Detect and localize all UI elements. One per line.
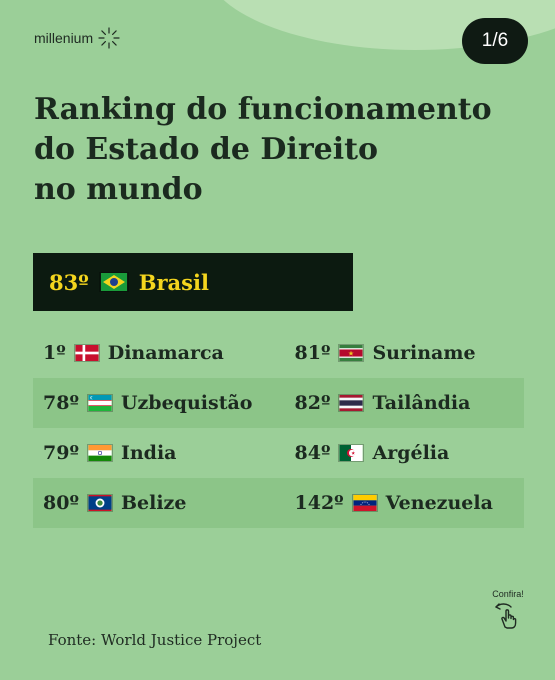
suriname-flag-icon bbox=[338, 344, 365, 362]
source-note: Fonte: World Justice Project bbox=[48, 631, 262, 649]
ranking-entry-india: 79º India bbox=[33, 442, 279, 464]
ranking-list: 1º Dinamarca 81º Suriname bbox=[33, 328, 524, 528]
country-label: Tailândia bbox=[372, 392, 471, 414]
country-label: Uzbequistão bbox=[120, 392, 253, 414]
uzbekistan-flag-icon bbox=[86, 394, 113, 412]
confira-hint[interactable]: Confira! bbox=[486, 589, 530, 637]
brazil-flag-icon bbox=[98, 272, 129, 292]
highlight-country: Brasil bbox=[138, 269, 209, 295]
ranking-entry-uzbekistan: 78º Uzbequistão bbox=[33, 392, 279, 414]
highlight-row-brasil: 83º Brasil bbox=[33, 253, 353, 311]
country-label: Dinamarca bbox=[107, 342, 224, 364]
country-label: India bbox=[120, 442, 177, 464]
rank-label: 79º bbox=[43, 442, 79, 464]
ranking-entry-belize: 80º Belize bbox=[33, 492, 279, 514]
title-line: Ranking do funcionamento bbox=[34, 92, 492, 127]
rank-label: 1º bbox=[43, 342, 66, 364]
title-line: no mundo bbox=[34, 172, 203, 207]
highlight-rank: 83º bbox=[49, 269, 89, 295]
rank-label: 84º bbox=[294, 442, 331, 464]
rank-label: 82º bbox=[294, 392, 331, 414]
swipe-hand-icon bbox=[495, 603, 517, 629]
ranking-entry-denmark: 1º Dinamarca bbox=[33, 342, 279, 364]
rank-label: 142º bbox=[294, 492, 344, 514]
ranking-entry-venezuela: 142º Venezuela bbox=[279, 492, 525, 514]
list-item: 80º Belize 142º bbox=[33, 478, 524, 528]
belize-flag-icon bbox=[86, 494, 113, 512]
country-label: Belize bbox=[120, 492, 187, 514]
page-indicator: 1/6 bbox=[462, 18, 528, 64]
brand-name: millenium bbox=[34, 30, 94, 46]
confira-label: Confira! bbox=[492, 589, 524, 599]
india-flag-icon bbox=[86, 444, 113, 462]
algeria-flag-icon bbox=[338, 444, 365, 462]
sunburst-icon bbox=[98, 27, 120, 49]
rank-label: 80º bbox=[43, 492, 79, 514]
list-item: 79º India 84º Ar bbox=[33, 428, 524, 478]
ranking-entry-thailand: 82º Tailândia bbox=[279, 392, 525, 414]
thailand-flag-icon bbox=[338, 394, 365, 412]
venezuela-flag-icon bbox=[351, 494, 378, 512]
country-label: Suriname bbox=[372, 342, 476, 364]
ranking-entry-algeria: 84º Argélia bbox=[279, 442, 525, 464]
list-item: 78º Uzbequistão 82º bbox=[33, 378, 524, 428]
ranking-entry-suriname: 81º Suriname bbox=[279, 342, 525, 364]
brand-logo: millenium bbox=[34, 26, 121, 50]
list-item: 1º Dinamarca 81º Suriname bbox=[33, 328, 524, 378]
country-label: Venezuela bbox=[385, 492, 493, 514]
rank-label: 78º bbox=[43, 392, 79, 414]
rank-label: 81º bbox=[294, 342, 331, 364]
country-label: Argélia bbox=[372, 442, 450, 464]
page-title: Ranking do funcionamento do Estado de Di… bbox=[34, 90, 534, 210]
title-line: do Estado de Direito bbox=[34, 132, 378, 167]
denmark-flag-icon bbox=[73, 344, 100, 362]
